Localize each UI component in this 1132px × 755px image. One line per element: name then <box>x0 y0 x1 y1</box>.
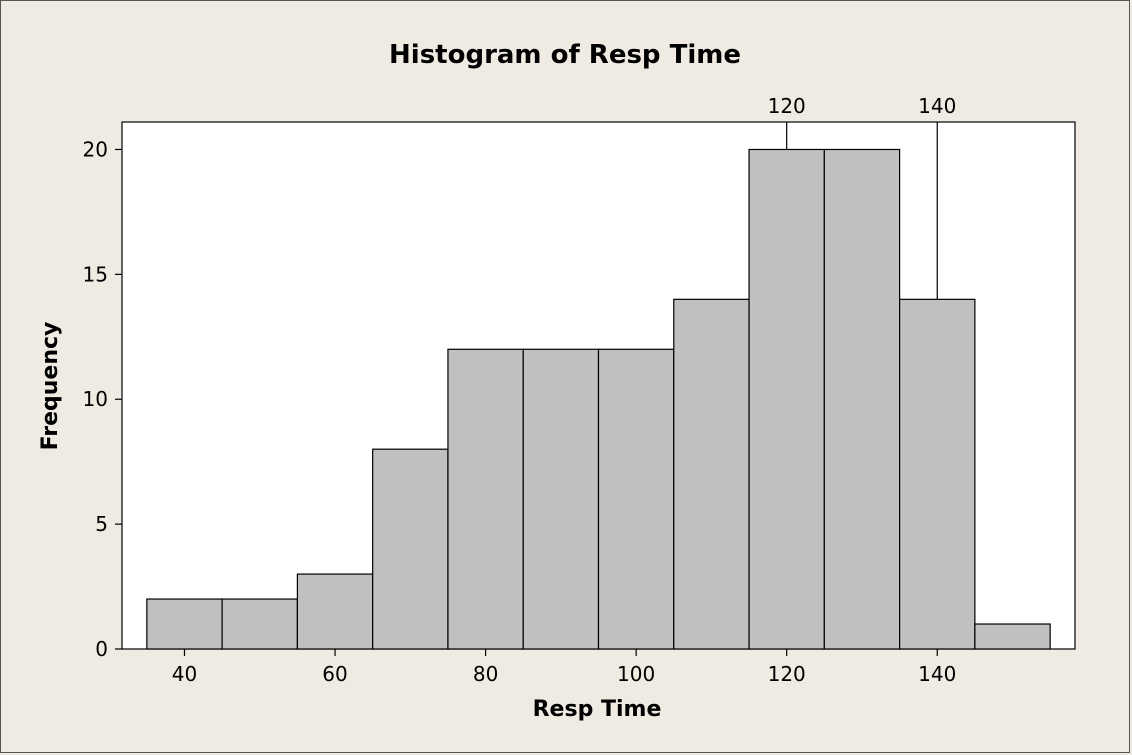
y-tick-label: 20 <box>83 137 108 161</box>
y-tick-label: 15 <box>83 262 108 286</box>
histogram-bar <box>748 148 825 650</box>
x-tick-label: 100 <box>617 662 655 686</box>
reference-line-label: 140 <box>918 94 956 118</box>
histogram-bar <box>447 348 524 650</box>
y-axis-label: Frequency <box>38 322 63 451</box>
histogram-bar <box>522 348 600 650</box>
y-tick-label: 5 <box>95 512 108 536</box>
x-axis-label: Resp Time <box>533 697 662 722</box>
histogram-bar <box>974 623 1051 650</box>
histogram-bar <box>823 148 901 650</box>
y-tick-label: 10 <box>83 387 108 411</box>
x-tick-label: 140 <box>918 662 956 686</box>
histogram-bar <box>899 298 976 650</box>
histogram-bar <box>146 598 223 650</box>
x-tick-label: 40 <box>172 662 197 686</box>
histogram-bar <box>597 348 675 650</box>
histogram-bar <box>372 448 449 650</box>
x-tick-label: 120 <box>768 662 806 686</box>
histogram-bar <box>673 298 750 650</box>
reference-line-label: 120 <box>768 94 806 118</box>
x-tick-label: 60 <box>322 662 347 686</box>
y-tick-label: 0 <box>95 637 108 661</box>
histogram-bar <box>296 573 374 650</box>
histogram-bar <box>221 598 298 650</box>
x-tick-label: 80 <box>473 662 498 686</box>
chart-title: Histogram of Resp Time <box>389 40 741 70</box>
